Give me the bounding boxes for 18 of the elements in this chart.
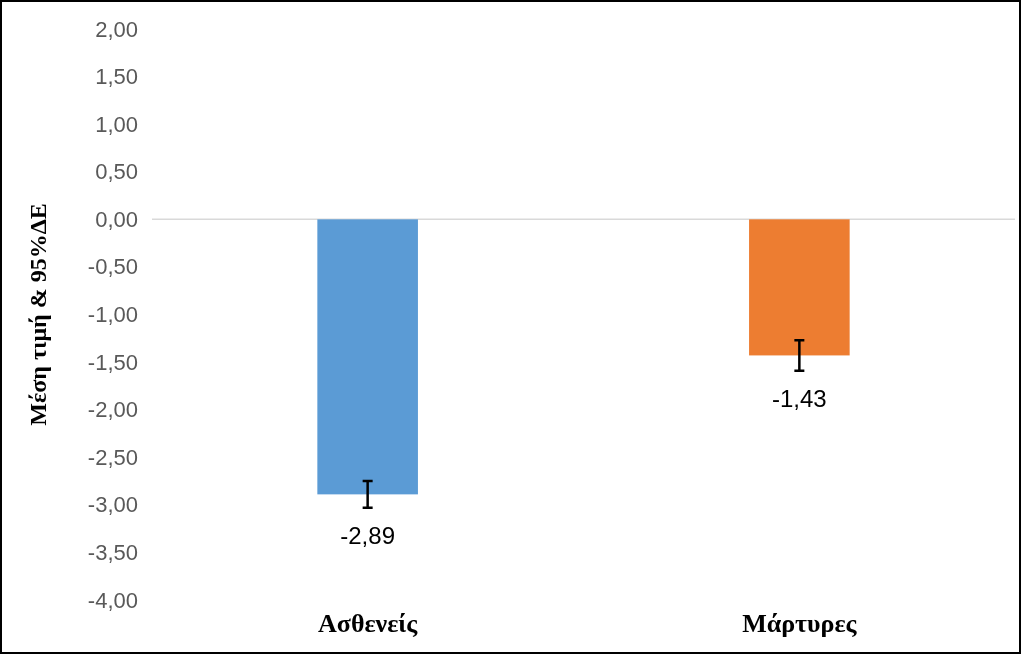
y-tick-label: -4,00 <box>87 587 138 613</box>
data-label: -2,89 <box>340 521 395 549</box>
y-tick-label: -2,50 <box>87 444 138 470</box>
y-tick-label: 0,50 <box>95 159 138 185</box>
y-tick-label: 1,50 <box>95 64 138 90</box>
y-tick-label: -3,00 <box>87 492 138 518</box>
data-label: -1,43 <box>772 384 827 412</box>
x-tick-label: Μάρτυρες <box>742 608 858 638</box>
x-tick-label: Ασθενείς <box>317 608 419 638</box>
y-tick-label: -1,00 <box>87 302 138 328</box>
y-axis-title: Μέση τιμή & 95%ΔΕ <box>25 203 51 426</box>
y-tick-label: -1,50 <box>87 349 138 375</box>
y-tick-label: 2,00 <box>95 16 138 42</box>
y-tick-label: -2,00 <box>87 397 138 423</box>
y-tick-label: 1,00 <box>95 111 138 137</box>
y-tick-label: -0,50 <box>87 254 138 280</box>
y-tick-label: 0,00 <box>95 206 138 232</box>
y-tick-label: -3,50 <box>87 539 138 565</box>
